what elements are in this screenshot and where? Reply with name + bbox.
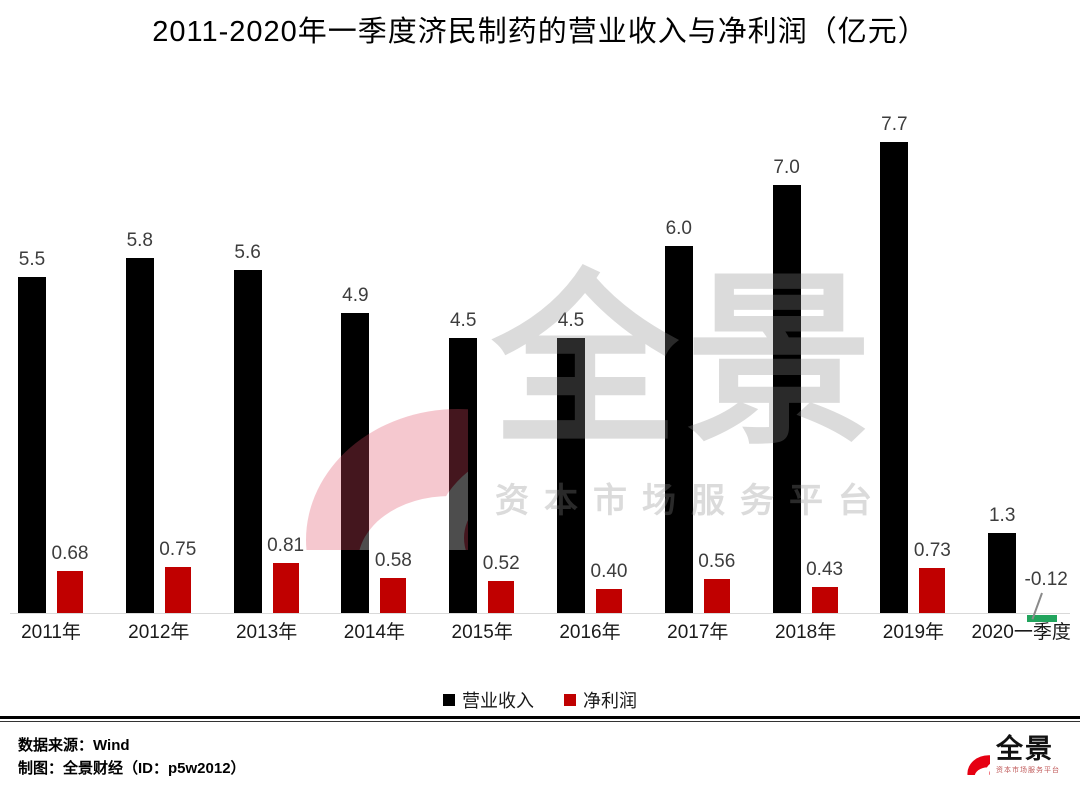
x-axis-label: 2020一季度 [971,622,1071,643]
revenue-bar [664,245,693,613]
revenue-value-label: 1.3 [988,505,1016,527]
legend-item-revenue: 营业收入 [443,687,534,713]
profit-bar [272,563,299,613]
x-axis-label: 2018年 [774,622,837,643]
revenue-bar [18,276,46,613]
revenue-value-label: 5.6 [234,242,261,264]
footer-logo-text: 全景 [996,733,1054,764]
revenue-bar [557,337,585,613]
revenue-bar [988,533,1017,613]
profit-value-label: 0.81 [267,535,305,557]
profit-bar [596,588,622,613]
x-axis-label: 2015年 [451,622,513,643]
x-axis-line [10,613,1070,614]
footer-source: 数据来源：Wind [18,737,130,754]
x-axis-label: 2014年 [343,622,406,643]
legend-label: 净利润 [583,691,637,711]
profit-value-label: 0.52 [482,553,520,575]
chart-title: 2011-2020年一季度济民制药的营业收入与净利润（亿元） [152,16,928,48]
revenue-bar [772,184,801,613]
x-axis-label: 2012年 [128,622,190,643]
revenue-value-label: 6.0 [665,217,692,239]
profit-bar [57,571,83,613]
legend-swatch-revenue [443,694,455,706]
footer-divider-bottom [0,721,1080,722]
profit-value-label: 0.43 [806,558,844,580]
legend-swatch-profit [564,694,576,706]
revenue-value-label: 4.9 [342,285,369,307]
x-axis-label: 2017年 [667,622,729,643]
profit-bar [380,577,407,613]
profit-bar [919,568,946,613]
footer: 数据来源：Wind 制图：全景财经（ID：p5w2012） [18,734,246,780]
legend-label: 营业收入 [462,691,534,711]
profit-bar [488,581,515,613]
legend-item-profit: 净利润 [564,687,637,713]
x-axis-label: 2011年 [21,622,81,643]
footer-divider-top [0,716,1080,719]
profit-bar [811,586,838,613]
footer-credit: 制图：全景财经（ID：p5w2012） [18,760,246,777]
x-axis-label: 2013年 [235,622,298,643]
profit-value-label: 0.58 [374,549,412,571]
revenue-value-label: 4.5 [449,309,477,331]
profit-value-label: 0.73 [913,540,951,562]
profit-value-label: 0.68 [51,543,89,565]
revenue-value-label: 5.8 [126,230,153,252]
profit-bar-negative [1027,615,1058,623]
revenue-value-label: 5.5 [18,248,46,270]
profit-value-label: -0.12 [1024,569,1068,590]
profit-bar [164,567,191,613]
quanjing-logo-icon [944,733,990,775]
profit-value-label: 0.75 [159,539,197,561]
revenue-value-label: 7.0 [773,156,800,178]
profit-value-label: 0.40 [590,560,628,582]
revenue-bar [125,258,154,613]
x-axis-label: 2019年 [882,622,945,643]
profit-bar [703,578,730,613]
revenue-value-label: 4.5 [557,309,585,331]
revenue-bar [233,270,262,613]
footer-logo-subtext: 资本市场服务平台 [996,766,1060,774]
legend: 营业收入 净利润 [0,687,1080,713]
profit-value-label: 0.56 [698,550,736,572]
revenue-value-label: 7.7 [881,113,908,135]
footer-logo: 全景 资本市场服务平台 [944,733,1060,775]
quanjing-swirl-watermark-icon [138,250,468,550]
x-axis-label: 2016年 [559,622,621,643]
revenue-bar [880,141,909,613]
